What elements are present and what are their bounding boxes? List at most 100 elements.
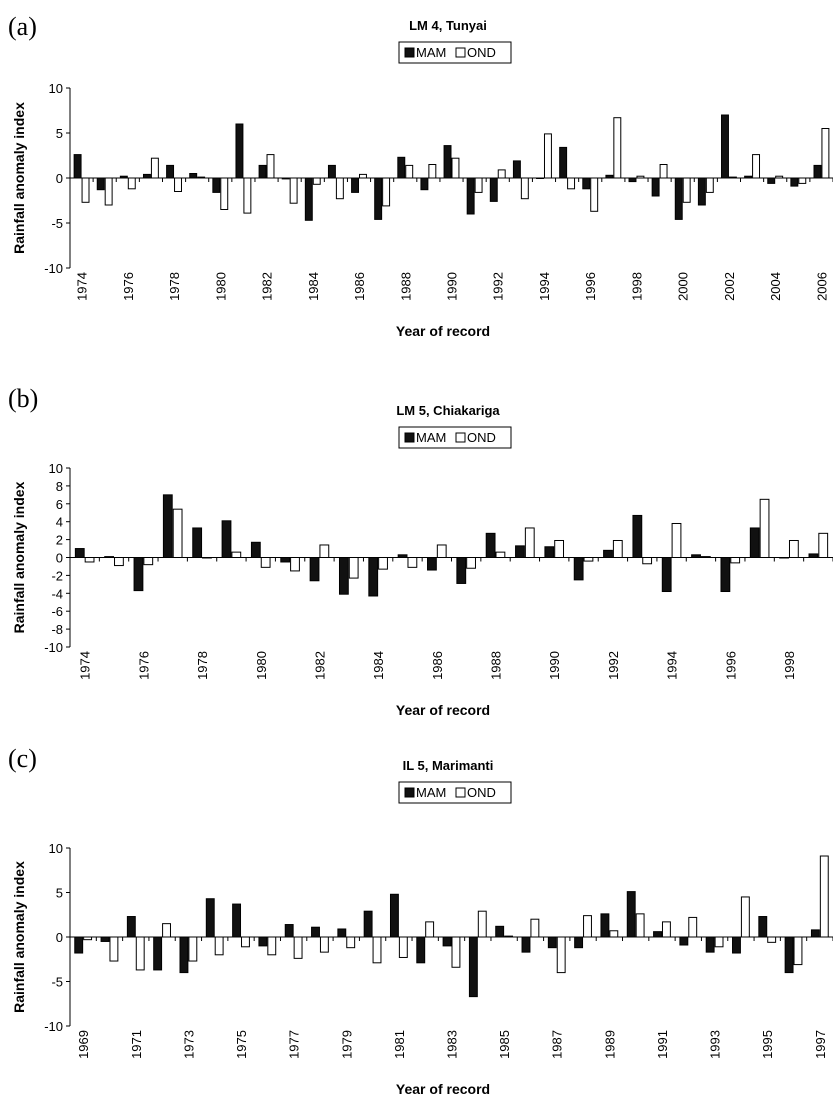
bar-ond-1995 [567,177,576,190]
x-tick-label: 1978 [195,651,210,680]
x-tick-label: 1974 [75,272,90,301]
x-tick-label: 1996 [723,651,738,680]
x-tick-label: 2006 [814,272,829,301]
bar-ond-1974 [81,177,90,203]
bar-ond-1981 [290,557,300,572]
bar-ond-1983 [348,557,359,579]
bar-ond-1994 [740,896,750,938]
bar-mam-1977 [162,494,173,559]
bar-ond-1976 [143,557,154,566]
legend: MAM OND [398,41,512,64]
bar-ond-1997 [759,498,770,559]
x-tick-label: 1989 [602,1030,617,1059]
bar-mam-1978 [311,926,320,938]
x-tick-label: 1992 [606,651,621,680]
bar-mam-1976 [258,936,268,947]
y-tick-label: 10 [49,461,63,476]
bar-mam-1999 [808,553,819,558]
bar-mam-1992 [679,936,689,946]
bar-ond-1982 [266,154,275,179]
bar-mam-1991 [653,931,662,938]
legend: MAM OND [398,781,512,804]
bar-ond-1991 [583,557,594,562]
bar-mam-1986 [521,936,531,953]
bar-mam-1979 [189,173,198,179]
panel-letter: (b) [8,384,38,413]
y-tick-label: -2 [51,568,63,583]
bar-ond-1994 [543,133,552,179]
legend-frame [398,781,512,804]
bar-ond-1985 [335,177,344,200]
bar-ond-2001 [705,177,714,193]
bar-ond-1975 [114,557,124,567]
x-tick-label: 1994 [537,272,552,301]
bar-mam-1970 [100,936,110,942]
x-tick-label: 1981 [392,1030,407,1059]
bar-ond-1999 [818,532,829,559]
panel-letter: (c) [8,744,37,773]
bar-ond-1975 [104,177,113,206]
bar-mam-1987 [374,177,383,220]
bar-ond-1998 [788,539,799,558]
bar-mam-1998 [628,177,637,183]
bar-ond-1977 [150,157,159,179]
bar-mam-1996 [720,557,731,593]
x-tick-label: 1973 [181,1030,196,1059]
y-tick-label: -10 [44,640,63,655]
bar-mam-1977 [284,924,294,938]
bar-mam-1997 [810,929,820,938]
bar-mam-1984 [468,936,478,998]
y-tick-label: 0 [56,930,63,945]
bar-mam-1988 [397,156,406,179]
x-tick-label: 1974 [78,651,93,680]
legend-label-mam: MAM [416,430,446,445]
bar-mam-1978 [192,527,203,559]
bar-ond-1974 [214,936,224,956]
bar-mam-1986 [427,557,437,571]
bar-ond-1977 [293,936,303,959]
legend-swatch-mam [404,432,415,443]
x-tick-label: 1980 [213,272,228,301]
bar-mam-1994 [661,557,672,593]
panel-letter: (a) [8,12,37,41]
x-tick-label: 1993 [708,1030,723,1059]
bar-mam-1980 [212,177,221,193]
x-tick-label: 1984 [306,272,321,301]
bar-ond-1992 [497,169,506,179]
bar-mam-1990 [626,891,636,938]
y-tick-label: 8 [56,479,63,494]
bar-mam-1992 [603,549,613,559]
y-axis-label: Rainfall anomaly index [11,861,27,1013]
y-axis-label: Rainfall anomaly index [11,481,27,633]
y-tick-label: 5 [56,886,63,901]
x-tick-label: 1988 [398,272,413,301]
x-tick-label: 1971 [129,1030,144,1059]
bar-mam-1986 [351,177,360,193]
y-tick-label: -6 [51,604,63,619]
bar-mam-1992 [489,177,498,202]
bar-mam-1982 [309,557,320,582]
chart-title: LM 4, Tunyai [409,18,487,33]
bar-ond-1977 [172,508,183,559]
bar-ond-1993 [642,557,653,565]
bar-ond-1993 [714,936,724,948]
bar-mam-1988 [574,936,584,949]
bar-ond-1996 [730,557,741,564]
bar-mam-1995 [758,916,768,938]
x-tick-label: 1994 [665,651,680,680]
bar-ond-1989 [428,164,437,179]
y-tick-label: 10 [49,81,63,96]
bar-mam-1989 [515,545,525,558]
bar-mam-1994 [732,936,741,954]
bar-mam-1974 [74,548,85,558]
bar-mam-1999 [651,177,660,197]
y-tick-label: 2 [56,533,63,548]
bar-ond-1996 [590,177,599,212]
bar-mam-1971 [126,916,136,938]
bar-ond-1981 [243,177,252,214]
bar-ond-1990 [635,913,645,938]
bar-ond-2003 [752,154,761,179]
chart-title: IL 5, Marimanti [403,758,494,773]
bar-ond-1988 [495,551,506,559]
bar-mam-1984 [368,557,379,597]
